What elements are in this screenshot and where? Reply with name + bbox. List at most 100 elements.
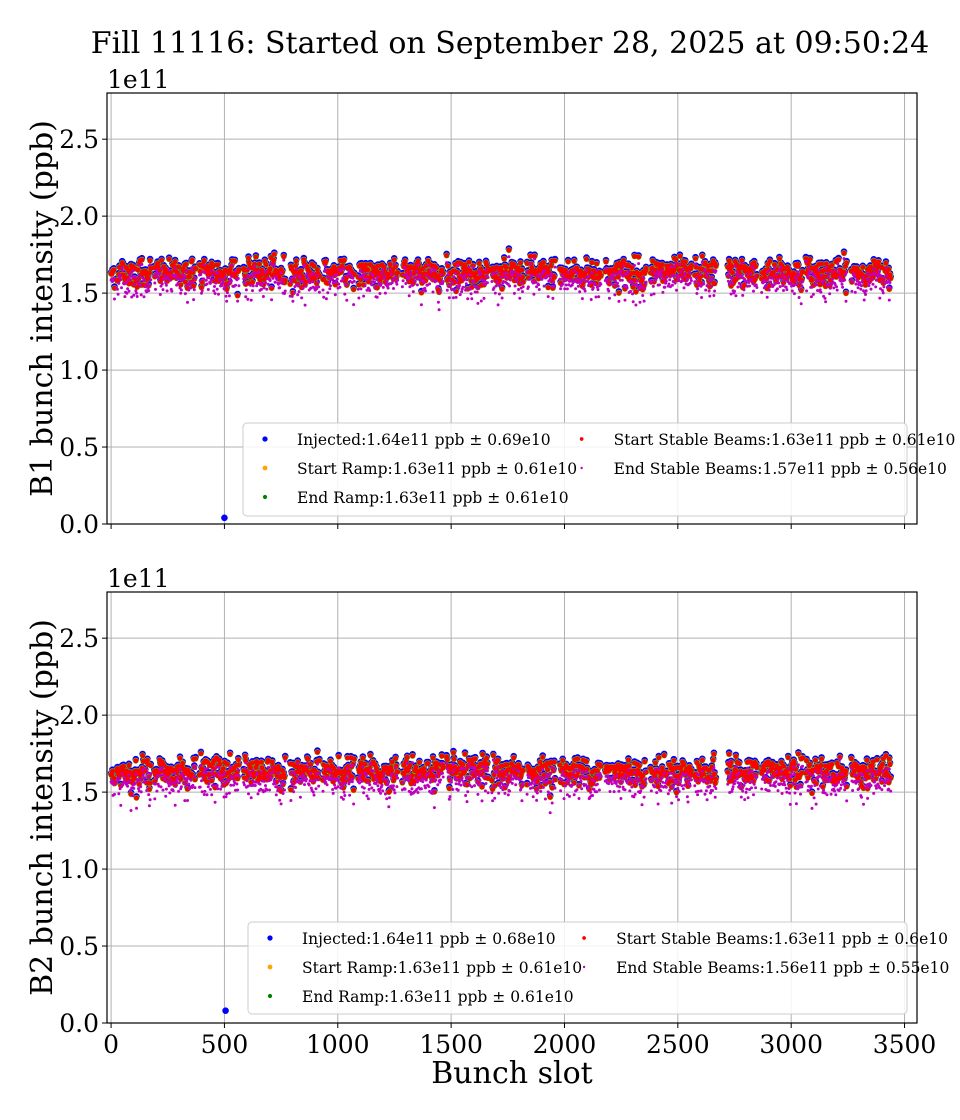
data-point: [466, 297, 470, 301]
data-point: [584, 256, 589, 262]
data-point: [484, 268, 488, 272]
data-point: [204, 278, 208, 282]
data-point: [154, 287, 157, 291]
data-point: [120, 286, 123, 290]
data-point: [269, 262, 273, 266]
data-point: [682, 286, 686, 290]
data-point: [444, 253, 449, 258]
data-point: [520, 281, 524, 285]
data-point: [629, 289, 632, 293]
data-point: [184, 269, 188, 273]
data-point: [272, 262, 276, 266]
data-point: [200, 291, 203, 295]
data-point: [585, 268, 588, 272]
data-point: [559, 287, 563, 291]
data-point: [312, 272, 316, 276]
data-point: [360, 269, 364, 273]
data-point: [565, 278, 569, 282]
data-point: [566, 270, 570, 274]
data-point: [323, 264, 327, 268]
data-point: [463, 273, 467, 277]
data-point: [237, 284, 241, 288]
data-point: [235, 293, 240, 298]
data-point: [495, 280, 499, 284]
data-point: [247, 267, 250, 271]
data-point: [494, 284, 498, 288]
data-point: [521, 285, 525, 289]
data-point: [292, 291, 296, 295]
data-point: [153, 281, 157, 285]
data-point: [294, 258, 299, 264]
data-point: [246, 255, 251, 261]
data-point: [212, 289, 216, 293]
data-point: [371, 273, 375, 277]
data-point: [363, 262, 369, 268]
data-point: [139, 257, 145, 263]
data-point: [187, 274, 192, 279]
data-point: [460, 290, 464, 294]
data-point: [321, 288, 325, 292]
data-point: [642, 299, 646, 303]
data-point: [188, 280, 192, 284]
data-point: [468, 273, 472, 277]
data-point: [140, 262, 144, 266]
data-point: [127, 289, 131, 293]
data-point: [796, 264, 801, 269]
data-point: [357, 296, 361, 300]
data-point: [621, 258, 626, 263]
data-point: [641, 294, 645, 297]
data-point: [386, 286, 390, 290]
data-point: [630, 280, 634, 283]
data-point: [430, 278, 434, 281]
data-point: [202, 263, 206, 267]
data-point: [854, 265, 859, 271]
data-point: [381, 268, 385, 272]
data-point: [552, 284, 556, 288]
data-point: [594, 261, 599, 267]
data-point: [376, 275, 380, 279]
data-point: [700, 253, 705, 259]
data-point: [643, 266, 649, 271]
data-point: [437, 308, 441, 312]
data-point: [254, 271, 258, 275]
data-point: [650, 280, 654, 284]
data-point: [379, 282, 383, 286]
data-point: [253, 275, 257, 279]
data-point: [392, 262, 396, 266]
data-point: [294, 274, 298, 278]
data-point: [712, 281, 717, 286]
data-point: [543, 269, 547, 273]
data-point: [362, 294, 366, 298]
data-point: [563, 287, 567, 291]
data-point: [290, 294, 294, 298]
data-point: [451, 296, 455, 300]
data-point: [521, 290, 524, 294]
data-point: [400, 285, 404, 289]
data-point: [273, 280, 277, 284]
data-point: [132, 283, 136, 287]
data-point: [249, 298, 253, 302]
data-point: [261, 295, 265, 298]
data-point: [388, 268, 392, 271]
data-point: [753, 264, 758, 269]
data-point: [176, 264, 181, 270]
data-point: [323, 259, 329, 264]
data-point: [611, 276, 615, 280]
data-point: [221, 281, 225, 285]
data-point: [541, 260, 546, 265]
data-point: [192, 298, 196, 302]
data-point: [230, 263, 234, 267]
data-point: [730, 270, 735, 275]
data-point: [368, 272, 372, 275]
data-point: [558, 277, 562, 281]
data-point: [533, 257, 537, 261]
data-point: [658, 276, 662, 279]
data-point: [424, 274, 428, 278]
data-point: [270, 298, 274, 302]
data-point: [296, 284, 300, 288]
data-point: [436, 300, 440, 304]
y-offset-text: 1e11: [107, 65, 170, 94]
data-point: [515, 280, 519, 284]
data-point: [609, 277, 613, 280]
data-point: [401, 279, 405, 283]
